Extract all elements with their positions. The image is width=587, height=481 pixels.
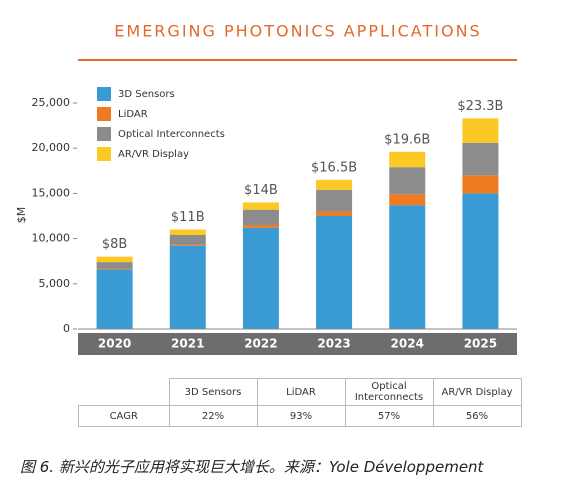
legend-label: AR/VR Display <box>118 149 189 160</box>
table-cell: 93% <box>256 405 346 427</box>
legend-swatch <box>97 107 111 121</box>
bar-segment <box>96 262 133 269</box>
bar-segment <box>462 118 499 143</box>
x-tick-label: 2023 <box>317 337 350 351</box>
y-tick-label: 20,000 <box>32 141 71 154</box>
total-label: $11B <box>171 210 205 225</box>
table-header: Optical Interconnects <box>344 378 434 406</box>
row-label: CAGR <box>78 405 170 427</box>
bar-segment <box>389 167 426 195</box>
bar-segment <box>242 225 279 228</box>
table-cell: 56% <box>432 405 522 427</box>
total-label: $8B <box>102 237 127 252</box>
bar-segment <box>389 205 426 329</box>
caption: 图 6. 新兴的光子应用将实现巨大增长。来源：Yole Développemen… <box>20 458 484 476</box>
y-axis-label: $M <box>15 207 28 224</box>
bar-segment <box>169 229 206 235</box>
x-tick-label: 2022 <box>244 337 277 351</box>
bar-segment <box>316 216 353 329</box>
bar-segment <box>389 194 426 206</box>
bar-segment <box>316 189 353 212</box>
table-cell: 22% <box>168 405 258 427</box>
x-axis-band <box>78 333 517 355</box>
bar-segment <box>316 179 353 190</box>
table-cell: 57% <box>344 405 434 427</box>
legend-swatch <box>97 147 111 161</box>
x-tick-label: 2024 <box>391 337 424 351</box>
bar-segment <box>462 175 499 194</box>
legend-label: Optical Interconnects <box>118 129 225 140</box>
bar-segment <box>242 202 279 210</box>
table-header: LiDAR <box>256 378 346 406</box>
bar-segment <box>169 245 206 329</box>
x-tick-label: 2025 <box>464 337 497 351</box>
bar-segment <box>242 209 279 226</box>
legend-swatch <box>97 127 111 141</box>
table-header: AR/VR Display <box>432 378 522 406</box>
total-label: $23.3B <box>457 99 503 114</box>
bar-segment <box>169 244 206 246</box>
x-tick-label: 2021 <box>171 337 204 351</box>
x-tick-label: 2020 <box>98 337 131 351</box>
bar-segment <box>96 256 133 263</box>
blank-cell <box>78 378 169 406</box>
total-label: $19.6B <box>384 132 430 147</box>
chart: EMERGING PHOTONICS APPLICATIONS $M 0 5,00… <box>15 22 517 355</box>
y-tick-label: 10,000 <box>32 232 71 245</box>
y-tick-label: 0 <box>63 322 70 335</box>
legend-label: 3D Sensors <box>118 89 175 100</box>
bar-segment <box>389 151 426 168</box>
bar-segment <box>96 269 133 329</box>
cagr-table: 3D Sensors LiDAR Optical Interconnects A… <box>78 378 522 427</box>
total-label: $14B <box>244 183 278 198</box>
chart-title: EMERGING PHOTONICS APPLICATIONS <box>114 22 481 41</box>
bar-segment <box>316 211 353 216</box>
y-tick-label: 25,000 <box>32 96 71 109</box>
bar-segment <box>462 142 499 176</box>
y-tick-label: 5,000 <box>39 277 71 290</box>
bar-segment <box>96 268 133 270</box>
total-label: $16.5B <box>311 160 357 175</box>
bar-segment <box>462 193 499 329</box>
legend-swatch <box>97 87 111 101</box>
y-tick-label: 15,000 <box>32 186 71 199</box>
bar-segment <box>169 234 206 245</box>
bar-segment <box>242 227 279 329</box>
legend-label: LiDAR <box>118 109 148 120</box>
table-header: 3D Sensors <box>168 378 258 406</box>
